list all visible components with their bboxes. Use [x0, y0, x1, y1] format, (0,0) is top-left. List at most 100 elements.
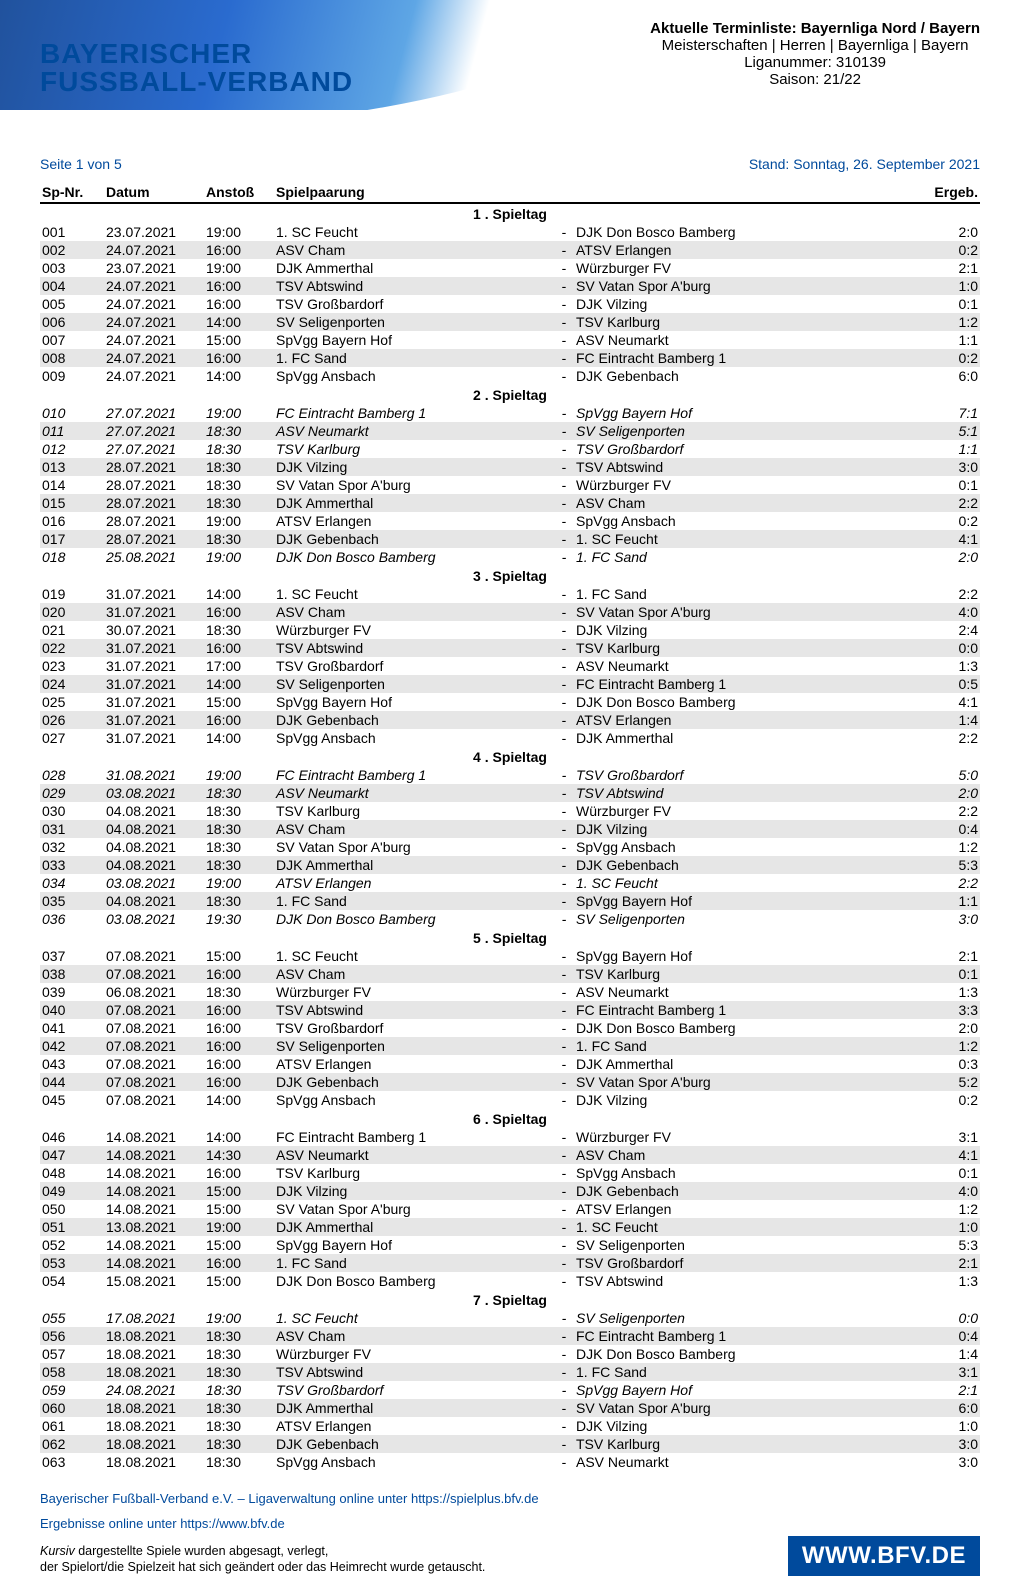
cell-home: SpVgg Ansbach [274, 1453, 554, 1471]
cell-home: DJK Ammerthal [274, 259, 554, 277]
cell-datum: 07.08.2021 [104, 1055, 204, 1073]
cell-home: Würzburger FV [274, 983, 554, 1001]
cell-spnr: 063 [40, 1453, 104, 1471]
cell-away: ATSV Erlangen [574, 241, 930, 259]
match-row: 01127.07.202118:30ASV Neumarkt-SV Selige… [40, 422, 980, 440]
cell-away: SV Vatan Spor A'burg [574, 277, 930, 295]
cell-datum: 14.08.2021 [104, 1146, 204, 1164]
cell-away: TSV Großbardorf [574, 440, 930, 458]
cell-anstoss: 19:00 [204, 223, 274, 241]
cell-away: DJK Ammerthal [574, 1055, 930, 1073]
cell-spnr: 022 [40, 639, 104, 657]
cell-away: 1. FC Sand [574, 1037, 930, 1055]
cell-home: FC Eintracht Bamberg 1 [274, 766, 554, 784]
cell-anstoss: 16:00 [204, 295, 274, 313]
cell-spnr: 042 [40, 1037, 104, 1055]
cell-anstoss: 14:00 [204, 729, 274, 747]
cell-datum: 07.08.2021 [104, 1001, 204, 1019]
cell-datum: 31.07.2021 [104, 657, 204, 675]
cell-anstoss: 16:00 [204, 603, 274, 621]
cell-spnr: 057 [40, 1345, 104, 1363]
cell-spnr: 025 [40, 693, 104, 711]
cell-anstoss: 18:30 [204, 1327, 274, 1345]
match-row: 01428.07.202118:30SV Vatan Spor A'burg-W… [40, 476, 980, 494]
header-meta: Aktuelle Terminliste: Bayernliga Nord / … [650, 20, 980, 88]
match-row: 01728.07.202118:30DJK Gebenbach-1. SC Fe… [40, 530, 980, 548]
cell-spnr: 024 [40, 675, 104, 693]
cell-dash: - [554, 1453, 574, 1471]
match-row: 00724.07.202115:00SpVgg Bayern Hof-ASV N… [40, 331, 980, 349]
cell-erg: 4:0 [930, 603, 980, 621]
cell-erg: 0:4 [930, 1327, 980, 1345]
cell-home: SV Seligenporten [274, 675, 554, 693]
cell-datum: 07.08.2021 [104, 1091, 204, 1109]
cell-dash: - [554, 295, 574, 313]
cell-home: ASV Cham [274, 241, 554, 259]
cell-datum: 24.07.2021 [104, 277, 204, 295]
cell-spnr: 007 [40, 331, 104, 349]
match-row: 04714.08.202114:30ASV Neumarkt-ASV Cham4… [40, 1146, 980, 1164]
cell-datum: 14.08.2021 [104, 1182, 204, 1200]
cell-erg: 2:0 [930, 1019, 980, 1037]
cell-erg: 7:1 [930, 404, 980, 422]
cell-anstoss: 18:30 [204, 1435, 274, 1453]
cell-dash: - [554, 349, 574, 367]
cell-datum: 03.08.2021 [104, 910, 204, 928]
cell-away: Würzburger FV [574, 1128, 930, 1146]
cell-datum: 07.08.2021 [104, 1037, 204, 1055]
cell-spnr: 036 [40, 910, 104, 928]
cell-anstoss: 16:00 [204, 639, 274, 657]
cell-spnr: 059 [40, 1381, 104, 1399]
cell-datum: 17.08.2021 [104, 1309, 204, 1327]
cell-erg: 2:1 [930, 1381, 980, 1399]
cell-away: ASV Neumarkt [574, 983, 930, 1001]
cell-erg: 1:1 [930, 892, 980, 910]
match-row: 06018.08.202118:30DJK Ammerthal-SV Vatan… [40, 1399, 980, 1417]
cell-home: DJK Ammerthal [274, 1399, 554, 1417]
cell-datum: 03.08.2021 [104, 874, 204, 892]
match-row: 03104.08.202118:30ASV Cham-DJK Vilzing0:… [40, 820, 980, 838]
match-row: 01528.07.202118:30DJK Ammerthal-ASV Cham… [40, 494, 980, 512]
cell-dash: - [554, 1435, 574, 1453]
match-row: 05618.08.202118:30ASV Cham-FC Eintracht … [40, 1327, 980, 1345]
cell-erg: 1:0 [930, 1218, 980, 1236]
spieltag-header: 7 . Spieltag [40, 1290, 980, 1309]
cell-anstoss: 15:00 [204, 1236, 274, 1254]
match-row: 03304.08.202118:30DJK Ammerthal-DJK Gebe… [40, 856, 980, 874]
match-row: 00424.07.202116:00TSV Abtswind-SV Vatan … [40, 277, 980, 295]
cell-dash: - [554, 657, 574, 675]
cell-dash: - [554, 693, 574, 711]
cell-datum: 28.07.2021 [104, 530, 204, 548]
match-row: 04407.08.202116:00DJK Gebenbach-SV Vatan… [40, 1073, 980, 1091]
cell-anstoss: 19:00 [204, 766, 274, 784]
cell-dash: - [554, 802, 574, 820]
cell-datum: 31.07.2021 [104, 693, 204, 711]
cell-spnr: 016 [40, 512, 104, 530]
footer-note-ital: Kursiv [40, 1544, 75, 1558]
cell-erg: 0:1 [930, 295, 980, 313]
cell-dash: - [554, 223, 574, 241]
cell-dash: - [554, 874, 574, 892]
cell-datum: 04.08.2021 [104, 820, 204, 838]
col-anstoss: Anstoß [204, 180, 274, 203]
cell-spnr: 048 [40, 1164, 104, 1182]
match-row: 03004.08.202118:30TSV Karlburg-Würzburge… [40, 802, 980, 820]
cell-anstoss: 18:30 [204, 1453, 274, 1471]
cell-erg: 5:2 [930, 1073, 980, 1091]
match-row: 04207.08.202116:00SV Seligenporten-1. FC… [40, 1037, 980, 1055]
cell-away: DJK Gebenbach [574, 1182, 930, 1200]
cell-spnr: 055 [40, 1309, 104, 1327]
cell-spnr: 023 [40, 657, 104, 675]
spieltag-label: 5 . Spieltag [40, 928, 980, 947]
cell-away: TSV Karlburg [574, 313, 930, 331]
spieltag-label: 7 . Spieltag [40, 1290, 980, 1309]
cell-anstoss: 18:30 [204, 476, 274, 494]
match-row: 00824.07.202116:001. FC Sand-FC Eintrach… [40, 349, 980, 367]
cell-dash: - [554, 241, 574, 259]
cell-dash: - [554, 1001, 574, 1019]
cell-away: TSV Karlburg [574, 965, 930, 983]
cell-datum: 13.08.2021 [104, 1218, 204, 1236]
cell-anstoss: 16:00 [204, 1019, 274, 1037]
cell-home: TSV Abtswind [274, 639, 554, 657]
cell-dash: - [554, 440, 574, 458]
